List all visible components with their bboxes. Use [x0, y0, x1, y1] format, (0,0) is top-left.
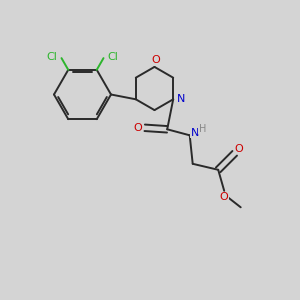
Text: Cl: Cl [46, 52, 57, 61]
Text: O: O [152, 55, 160, 65]
Text: O: O [134, 123, 142, 133]
Text: Cl: Cl [108, 52, 118, 61]
Text: O: O [235, 143, 244, 154]
Text: H: H [199, 124, 206, 134]
Text: N: N [176, 94, 185, 104]
Text: N: N [191, 128, 199, 138]
Text: O: O [220, 192, 229, 203]
